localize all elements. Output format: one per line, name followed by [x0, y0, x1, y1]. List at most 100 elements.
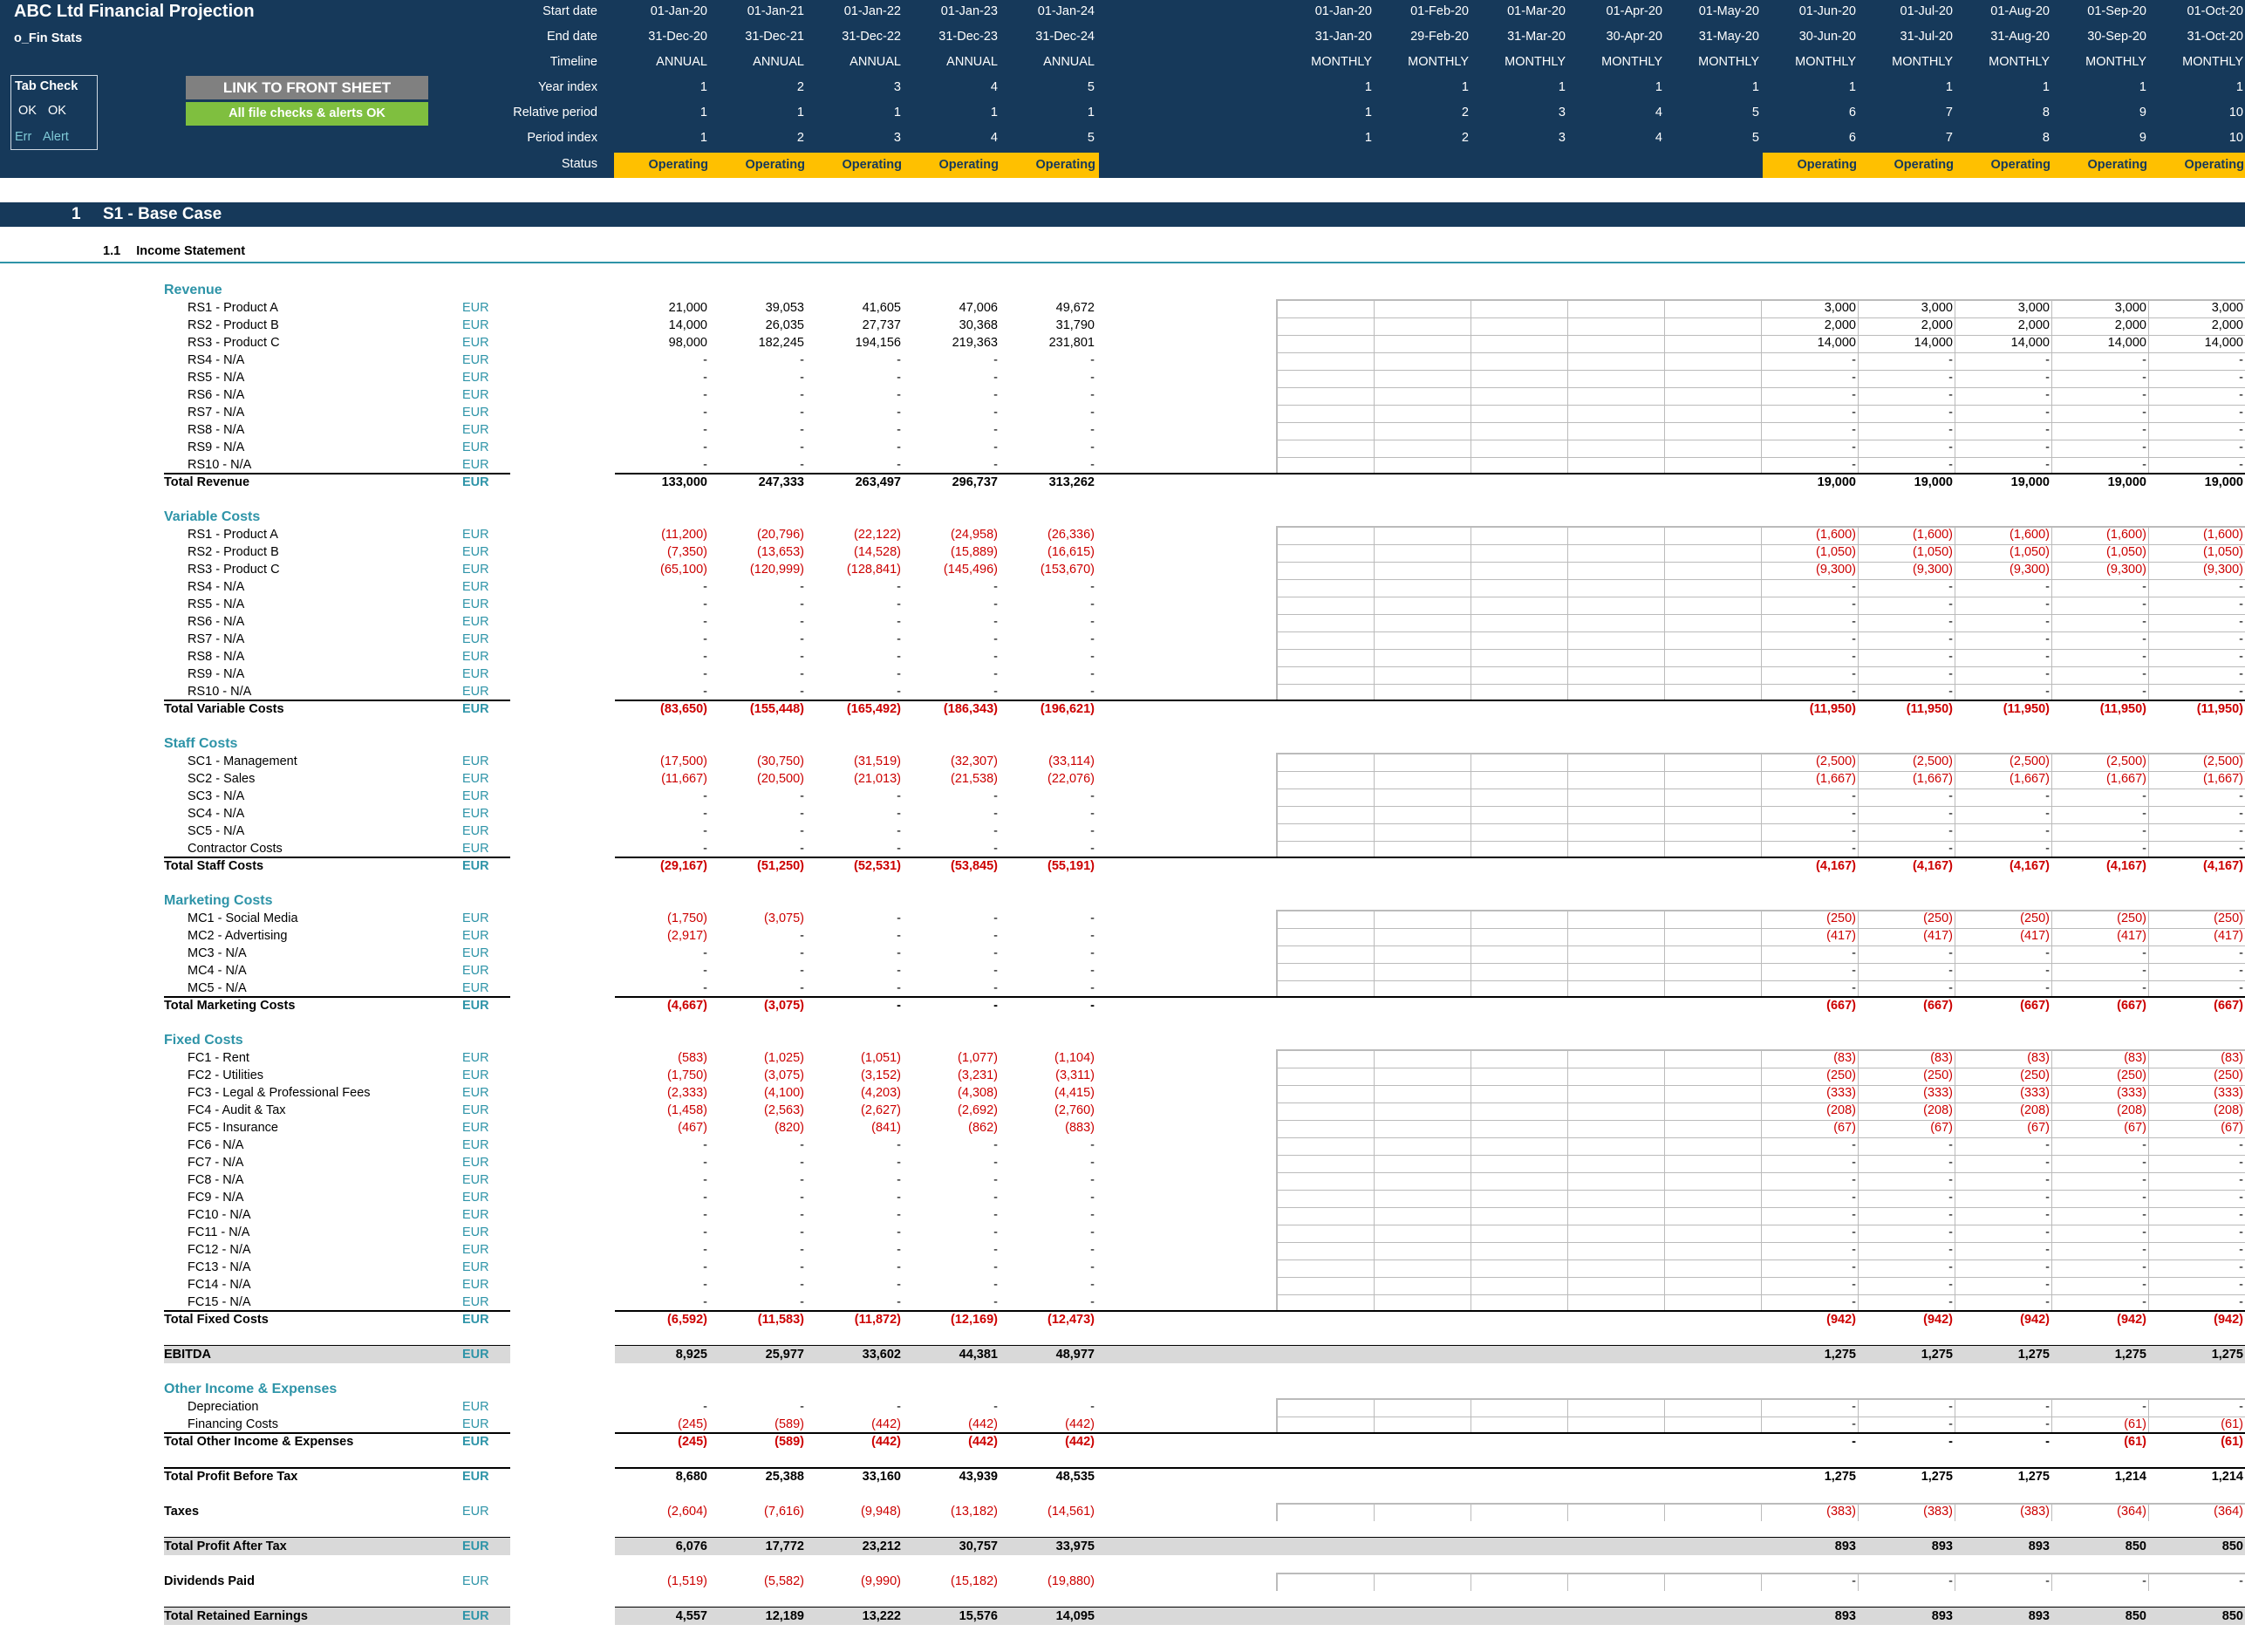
annual-value-cell[interactable]: (1,519): [667, 1574, 707, 1588]
annual-value-cell[interactable]: -: [1090, 667, 1095, 681]
annual-value-cell[interactable]: -: [703, 789, 707, 803]
annual-value-cell[interactable]: -: [897, 929, 901, 943]
annual-value-cell[interactable]: (1,025): [764, 1051, 804, 1065]
annual-value-cell[interactable]: -: [800, 1173, 804, 1187]
annual-value-cell[interactable]: -: [800, 406, 804, 420]
annual-value-cell[interactable]: -: [993, 1173, 998, 1187]
annual-value-cell[interactable]: -: [800, 1260, 804, 1274]
annual-value-cell[interactable]: -: [703, 1173, 707, 1187]
annual-value-cell[interactable]: (145,496): [943, 563, 998, 577]
annual-value-cell[interactable]: (1,750): [667, 1068, 707, 1082]
annual-value-cell[interactable]: -: [800, 388, 804, 402]
annual-value-cell[interactable]: -: [703, 1156, 707, 1170]
annual-value-cell[interactable]: -: [703, 650, 707, 664]
annual-value-cell[interactable]: -: [1090, 685, 1095, 699]
annual-value-cell[interactable]: (20,796): [756, 528, 804, 542]
annual-value-cell[interactable]: (15,889): [950, 545, 998, 559]
annual-value-cell[interactable]: (583): [678, 1051, 707, 1065]
annual-value-cell[interactable]: -: [703, 615, 707, 629]
monthly-value-cell[interactable]: (942): [2020, 1313, 2050, 1327]
annual-value-cell[interactable]: (4,100): [764, 1086, 804, 1100]
annual-value-cell[interactable]: -: [1090, 929, 1095, 943]
annual-value-cell[interactable]: (55,191): [1047, 859, 1095, 873]
annual-value-cell[interactable]: -: [1090, 371, 1095, 385]
annual-value-cell[interactable]: (245): [678, 1417, 707, 1431]
annual-value-cell[interactable]: -: [993, 632, 998, 646]
annual-value-cell[interactable]: (841): [871, 1121, 901, 1135]
annual-value-cell[interactable]: 30,757: [959, 1539, 998, 1553]
annual-value-cell[interactable]: (186,343): [943, 702, 998, 716]
annual-value-cell[interactable]: (21,013): [853, 772, 901, 786]
annual-value-cell[interactable]: -: [703, 667, 707, 681]
annual-value-cell[interactable]: (442): [1065, 1435, 1095, 1449]
annual-value-cell[interactable]: -: [897, 981, 901, 995]
monthly-value-cell[interactable]: 19,000: [1914, 475, 1953, 489]
monthly-value-cell[interactable]: 850: [2125, 1609, 2146, 1623]
annual-value-cell[interactable]: -: [800, 1138, 804, 1152]
annual-value-cell[interactable]: (11,583): [757, 1313, 804, 1327]
monthly-value-cell[interactable]: (667): [1826, 999, 1856, 1013]
annual-value-cell[interactable]: -: [703, 1208, 707, 1222]
annual-value-cell[interactable]: (1,077): [958, 1051, 998, 1065]
annual-value-cell[interactable]: -: [993, 1295, 998, 1309]
annual-value-cell[interactable]: 263,497: [855, 475, 901, 489]
annual-value-cell[interactable]: (1,104): [1054, 1051, 1095, 1065]
annual-value-cell[interactable]: 219,363: [952, 336, 998, 350]
monthly-value-cell[interactable]: (11,950): [2003, 702, 2050, 716]
annual-value-cell[interactable]: -: [993, 911, 998, 925]
annual-value-cell[interactable]: -: [1090, 999, 1095, 1013]
annual-value-cell[interactable]: (153,670): [1040, 563, 1095, 577]
monthly-value-cell[interactable]: (61): [2124, 1435, 2146, 1449]
annual-value-cell[interactable]: -: [993, 1260, 998, 1274]
annual-value-cell[interactable]: 48,977: [1055, 1348, 1095, 1362]
annual-value-cell[interactable]: -: [993, 1243, 998, 1257]
annual-value-cell[interactable]: -: [1090, 406, 1095, 420]
annual-value-cell[interactable]: 313,262: [1048, 475, 1095, 489]
annual-value-cell[interactable]: (2,563): [764, 1103, 804, 1117]
annual-value-cell[interactable]: 49,672: [1055, 301, 1095, 315]
annual-value-cell[interactable]: -: [703, 1295, 707, 1309]
annual-value-cell[interactable]: -: [703, 458, 707, 472]
annual-value-cell[interactable]: -: [1090, 789, 1095, 803]
annual-value-cell[interactable]: -: [1090, 650, 1095, 664]
annual-value-cell[interactable]: 47,006: [959, 301, 998, 315]
monthly-value-cell[interactable]: (667): [2117, 999, 2146, 1013]
monthly-value-cell[interactable]: (4,167): [2010, 859, 2050, 873]
annual-value-cell[interactable]: (2,917): [667, 929, 707, 943]
annual-value-cell[interactable]: -: [993, 1138, 998, 1152]
annual-value-cell[interactable]: -: [703, 406, 707, 420]
annual-value-cell[interactable]: 13,222: [862, 1609, 901, 1623]
annual-value-cell[interactable]: -: [1090, 1278, 1095, 1292]
annual-value-cell[interactable]: -: [1090, 1191, 1095, 1205]
annual-value-cell[interactable]: -: [1090, 946, 1095, 960]
link-to-front-sheet-button[interactable]: LINK TO FRONT SHEET: [186, 76, 428, 99]
annual-value-cell[interactable]: (4,308): [958, 1086, 998, 1100]
annual-value-cell[interactable]: 48,535: [1055, 1470, 1095, 1484]
annual-value-cell[interactable]: -: [703, 1260, 707, 1274]
monthly-value-cell[interactable]: (942): [2117, 1313, 2146, 1327]
annual-value-cell[interactable]: (52,531): [853, 859, 901, 873]
annual-value-cell[interactable]: -: [800, 1191, 804, 1205]
annual-value-cell[interactable]: (53,845): [950, 859, 998, 873]
annual-value-cell[interactable]: -: [1090, 580, 1095, 594]
annual-value-cell[interactable]: 41,605: [862, 301, 901, 315]
annual-value-cell[interactable]: -: [993, 789, 998, 803]
monthly-value-cell[interactable]: 893: [1931, 1609, 1953, 1623]
annual-value-cell[interactable]: -: [897, 1225, 901, 1239]
annual-value-cell[interactable]: (20,500): [756, 772, 804, 786]
monthly-value-cell[interactable]: 893: [1834, 1609, 1856, 1623]
annual-value-cell[interactable]: (7,350): [667, 545, 707, 559]
annual-value-cell[interactable]: -: [993, 842, 998, 856]
annual-value-cell[interactable]: -: [897, 615, 901, 629]
annual-value-cell[interactable]: (14,528): [853, 545, 901, 559]
annual-value-cell[interactable]: 43,939: [959, 1470, 998, 1484]
annual-value-cell[interactable]: 133,000: [661, 475, 707, 489]
annual-value-cell[interactable]: 14,000: [668, 318, 707, 332]
annual-value-cell[interactable]: (14,561): [1047, 1505, 1095, 1519]
annual-value-cell[interactable]: -: [897, 1260, 901, 1274]
annual-value-cell[interactable]: 26,035: [765, 318, 804, 332]
annual-value-cell[interactable]: -: [897, 842, 901, 856]
annual-value-cell[interactable]: -: [897, 1156, 901, 1170]
annual-value-cell[interactable]: (12,169): [950, 1313, 998, 1327]
annual-value-cell[interactable]: -: [897, 964, 901, 978]
